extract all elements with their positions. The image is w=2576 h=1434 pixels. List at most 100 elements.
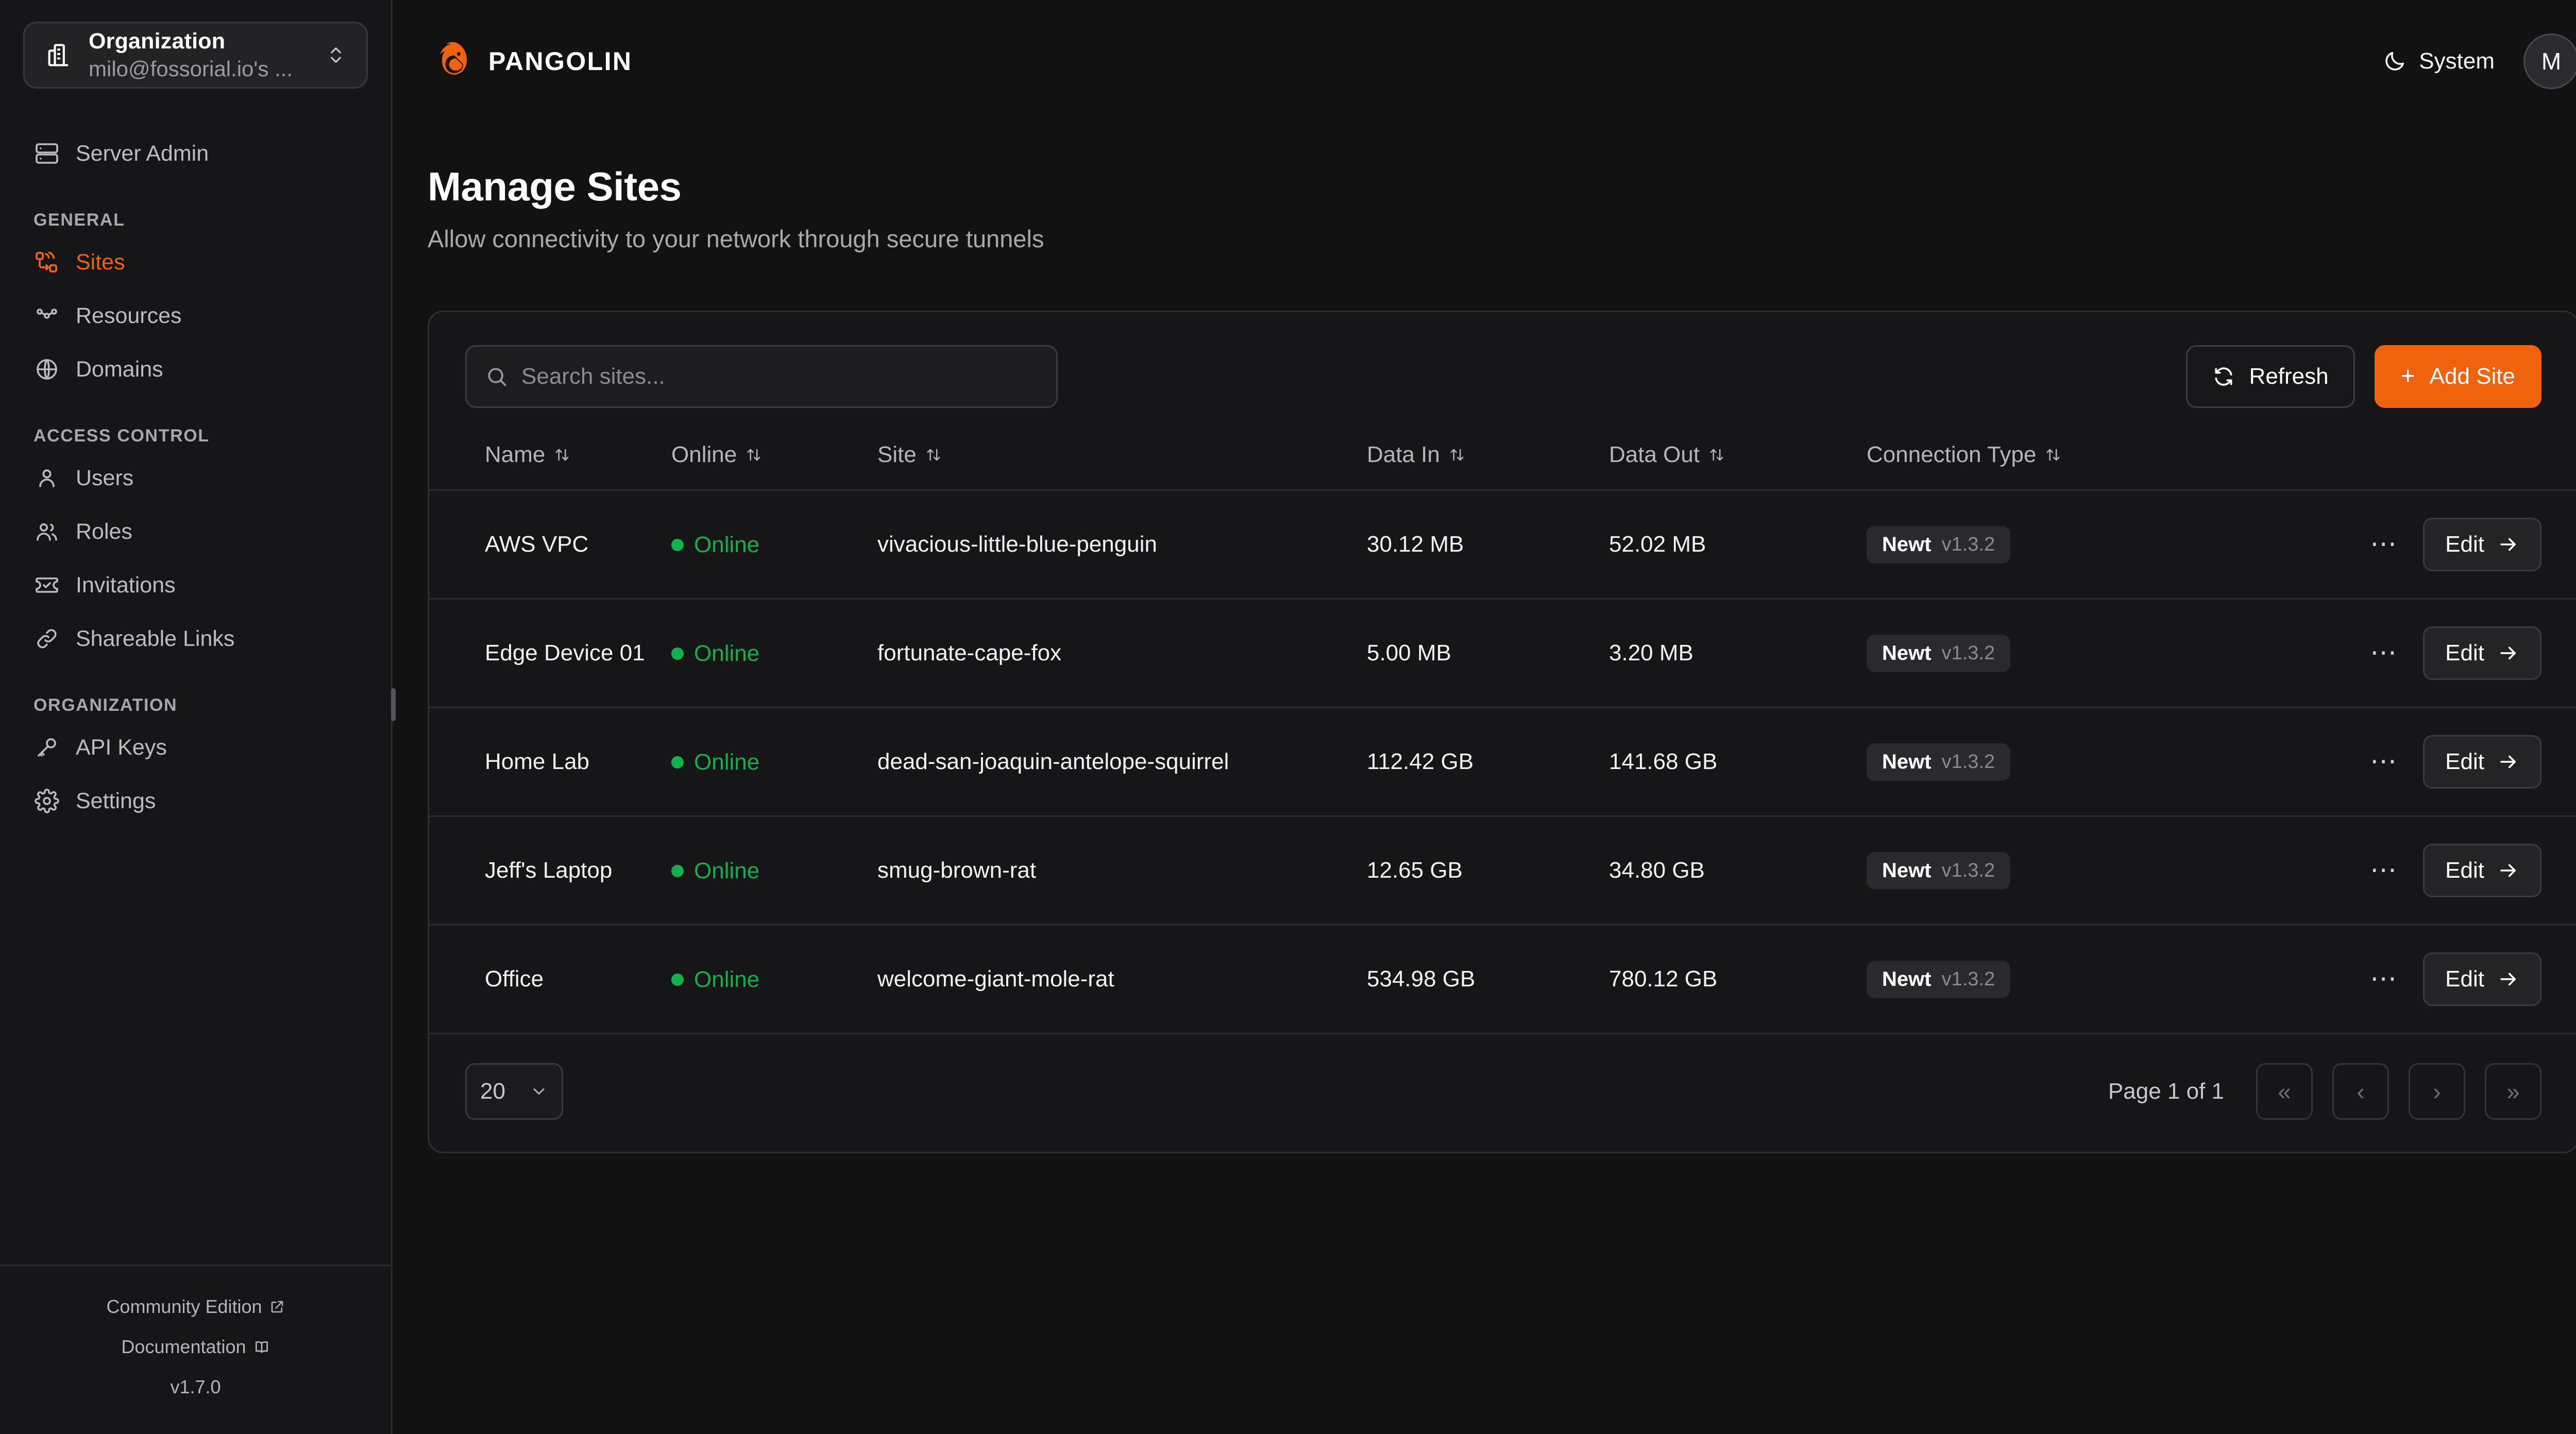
cell-actions: ⋯ Edit [2258,490,2576,600]
sidebar-item-api-keys[interactable]: API Keys [23,721,368,774]
page-subtitle: Allow connectivity to your network throu… [428,225,1044,252]
status-badge: Online [671,967,759,993]
org-text: Organization milo@fossorial.io's ... [89,28,309,82]
theme-toggle[interactable]: System [2383,48,2495,74]
sites-icon [33,250,60,275]
table-row[interactable]: Home Lab Online dead-san-joaquin-antelop… [429,707,2576,817]
sidebar-section-organization: ORGANIZATION [33,695,178,715]
page-content: Manage Sites Allow connectivity to your … [393,122,2576,1153]
sidebar-nav: Server Admin GENERAL Sites [0,115,391,828]
cell-connection-type: Newt v1.3.2 [1867,925,2258,1034]
column-header-online[interactable]: Online [671,433,877,491]
cell-data-in: 534.98 GB [1367,925,1609,1034]
last-page-button[interactable]: » [2485,1063,2541,1120]
cell-online: Online [671,599,877,708]
search-box[interactable] [465,345,1058,408]
connection-version: v1.3.2 [1941,859,1995,881]
sidebar-footer: Community Edition Documentation v [0,1265,391,1434]
moon-icon [2383,49,2406,73]
connection-version: v1.3.2 [1941,750,1995,773]
row-menu-icon[interactable]: ⋯ [2370,638,2399,668]
org-switcher[interactable]: Organization milo@fossorial.io's ... [23,22,368,89]
status-badge: Online [671,749,759,775]
plus-icon: + [2400,363,2415,390]
cell-data-out: 52.02 MB [1609,490,1867,600]
connection-badge: Newt v1.3.2 [1867,634,2011,672]
sidebar-item-domains[interactable]: Domains [23,343,368,396]
next-page-button[interactable]: › [2409,1063,2465,1120]
table-row[interactable]: Office Online welcome-giant-mole-rat 534… [429,925,2576,1034]
sort-icon [1449,446,1465,464]
sidebar-item-label: Server Admin [76,141,209,166]
link-icon [33,626,60,651]
cell-connection-type: Newt v1.3.2 [1867,599,2258,708]
first-page-button[interactable]: « [2256,1063,2313,1120]
edit-label: Edit [2445,966,2484,992]
table-row[interactable]: Edge Device 01 Online fortunate-cape-fox… [429,599,2576,708]
row-menu-icon[interactable]: ⋯ [2370,855,2399,885]
row-menu-icon[interactable]: ⋯ [2370,529,2399,559]
sidebar-item-roles[interactable]: Roles [23,505,368,558]
cell-online: Online [671,925,877,1034]
user-icon [33,466,60,490]
sidebar-item-shareable-links[interactable]: Shareable Links [23,612,368,665]
table-header-row: Name Online [429,433,2576,491]
sidebar-item-label: API Keys [76,735,167,760]
chevrons-up-down-icon [324,43,348,67]
column-header-name[interactable]: Name [429,433,671,491]
cell-name: Office [429,925,671,1034]
sort-icon [746,446,761,464]
cell-data-in: 12.65 GB [1367,816,1609,926]
column-label: Connection Type [1867,442,2037,467]
status-dot-icon [671,647,684,660]
add-site-label: Add Site [2429,364,2515,389]
table-row[interactable]: Jeff's Laptop Online smug-brown-rat 12.6… [429,816,2576,926]
connection-version: v1.3.2 [1941,968,1995,990]
cell-actions: ⋯ Edit [2258,599,2576,708]
cell-site: smug-brown-rat [877,816,1367,926]
search-input[interactable] [521,364,1038,389]
sidebar-section-general: GENERAL [33,210,125,230]
refresh-button[interactable]: Refresh [2185,345,2355,408]
ticket-check-icon [33,573,60,598]
column-header-actions [2258,433,2576,491]
sidebar-item-settings[interactable]: Settings [23,774,368,828]
edit-button[interactable]: Edit [2423,844,2541,897]
column-header-data-in[interactable]: Data In [1367,433,1609,491]
column-header-data-out[interactable]: Data Out [1609,433,1867,491]
previous-page-button[interactable]: ‹ [2332,1063,2389,1120]
sidebar-item-label: Users [76,465,134,490]
row-menu-icon[interactable]: ⋯ [2370,964,2399,994]
cell-data-out: 141.68 GB [1609,707,1867,817]
community-edition-link[interactable]: Community Edition [0,1296,391,1318]
topbar: PANGOLIN System M [393,0,2576,122]
sidebar-item-server-admin[interactable]: Server Admin [23,127,368,180]
connection-name: Newt [1882,533,1931,556]
sidebar-item-users[interactable]: Users [23,451,368,505]
sites-card: Refresh + Add Site Name [428,311,2576,1153]
sidebar-item-invitations[interactable]: Invitations [23,558,368,612]
edit-button[interactable]: Edit [2423,952,2541,1006]
edit-button[interactable]: Edit [2423,626,2541,680]
column-header-connection-type[interactable]: Connection Type [1867,433,2258,491]
edit-button[interactable]: Edit [2423,518,2541,571]
brand[interactable]: PANGOLIN [428,38,632,85]
avatar[interactable]: M [2523,33,2576,89]
sidebar-item-label: Domains [76,356,163,382]
page-size-select[interactable]: 20 [465,1063,563,1120]
column-header-site[interactable]: Site [877,433,1367,491]
cell-data-in: 112.42 GB [1367,707,1609,817]
sidebar-item-resources[interactable]: Resources [23,289,368,343]
sidebar-resize-handle[interactable] [391,688,396,721]
table-row[interactable]: AWS VPC Online vivacious-little-blue-pen… [429,490,2576,600]
row-menu-icon[interactable]: ⋯ [2370,746,2399,777]
column-label: Site [877,442,917,467]
org-title: Organization [89,28,226,54]
refresh-label: Refresh [2249,364,2329,389]
sidebar-item-sites[interactable]: Sites [23,235,368,289]
documentation-link[interactable]: Documentation [0,1336,391,1358]
cell-connection-type: Newt v1.3.2 [1867,490,2258,600]
add-site-button[interactable]: + Add Site [2374,345,2541,408]
edit-button[interactable]: Edit [2423,735,2541,789]
cell-site: dead-san-joaquin-antelope-squirrel [877,707,1367,817]
